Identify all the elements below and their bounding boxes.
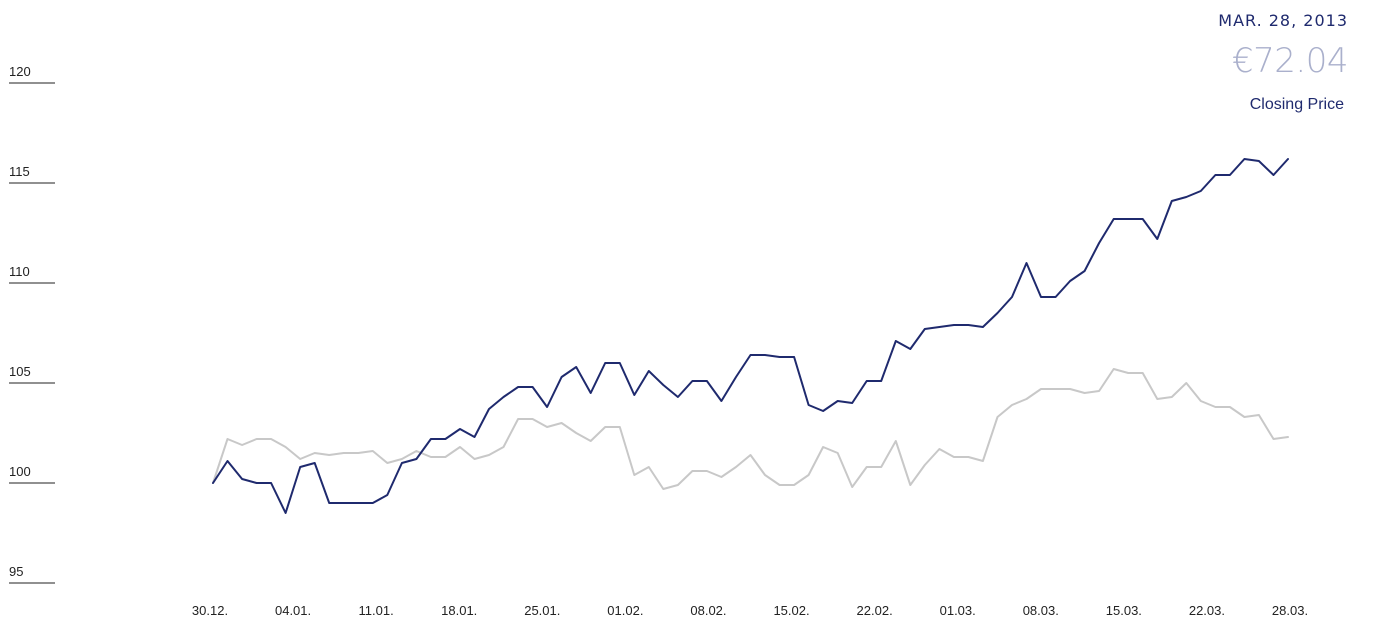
y-tick-label: 95	[9, 564, 23, 579]
y-tick-label: 105	[9, 364, 31, 379]
x-tick-label: 11.01.	[359, 603, 394, 617]
info-date: MAR. 28, 2013	[1218, 11, 1348, 30]
x-tick-label: 28.03.	[1272, 603, 1308, 617]
x-tick-label: 15.03.	[1106, 603, 1142, 617]
x-tick-label: 08.03.	[1023, 603, 1059, 617]
x-tick-label: 15.02.	[773, 603, 809, 617]
x-tick-label: 22.02.	[857, 603, 893, 617]
y-tick-label: 115	[9, 164, 30, 179]
x-tick-label: 04.01.	[275, 603, 311, 617]
x-tick-label: 08.02.	[690, 603, 726, 617]
y-tick-label: 120	[9, 64, 31, 79]
closing-price-label: Closing Price	[1249, 96, 1344, 113]
x-tick-label: 01.03.	[940, 603, 976, 617]
y-tick-label: 100	[9, 464, 31, 479]
x-tick-label: 30.12.	[192, 603, 228, 617]
x-tick-label: 01.02.	[607, 603, 643, 617]
x-tick-label: 18.01.	[441, 603, 477, 617]
series-line-primary	[212, 158, 1289, 514]
series-line-secondary	[212, 368, 1289, 490]
price-info-panel: MAR. 28, 2013 €72.04 Closing Price	[1218, 10, 1348, 116]
x-tick-label: 25.01.	[524, 603, 560, 617]
y-tick-label: 110	[9, 264, 30, 279]
x-tick-label: 22.03.	[1189, 603, 1225, 617]
closing-price-value: €72.04	[1232, 41, 1348, 81]
